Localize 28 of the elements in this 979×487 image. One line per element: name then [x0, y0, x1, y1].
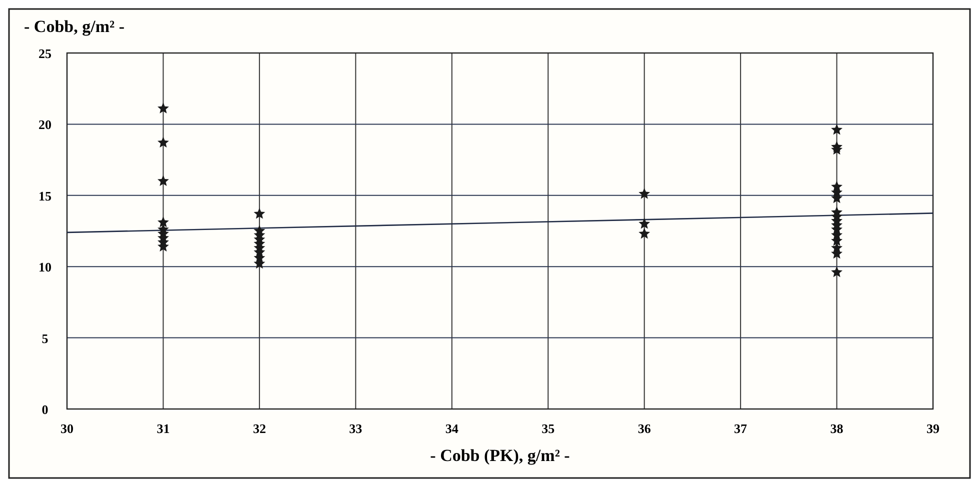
- point: [158, 216, 169, 228]
- x-tick-label: 33: [349, 421, 363, 436]
- y-tick-label: 10: [38, 260, 52, 275]
- y-tick-label: 25: [38, 46, 52, 61]
- x-tick-label: 32: [252, 421, 266, 436]
- y-axis-title: - Cobb, g/m² -: [24, 17, 125, 36]
- y-tick-label: 5: [42, 330, 49, 346]
- point: [158, 136, 169, 148]
- x-tick-label: 39: [926, 421, 940, 436]
- point: [831, 124, 842, 135]
- y-tick-label: 20: [38, 117, 52, 132]
- x-axis-title: - Cobb (PK), g/m² -: [430, 446, 570, 465]
- x-tick-label: 34: [445, 421, 459, 436]
- y-tick-label: 15: [38, 188, 52, 204]
- y-tick-label: 0: [42, 402, 48, 417]
- point: [831, 266, 842, 278]
- x-tick-label: 37: [734, 421, 748, 436]
- x-tick-label: 35: [542, 421, 556, 436]
- point: [254, 208, 266, 219]
- x-tick-label: 30: [60, 421, 74, 436]
- x-tick-label: 31: [156, 421, 170, 436]
- x-tick-label: 36: [638, 421, 652, 436]
- point: [158, 175, 169, 186]
- point: [638, 188, 650, 199]
- point: [638, 228, 650, 239]
- x-tick-label: 38: [830, 421, 844, 436]
- point: [638, 218, 650, 229]
- point: [158, 102, 169, 114]
